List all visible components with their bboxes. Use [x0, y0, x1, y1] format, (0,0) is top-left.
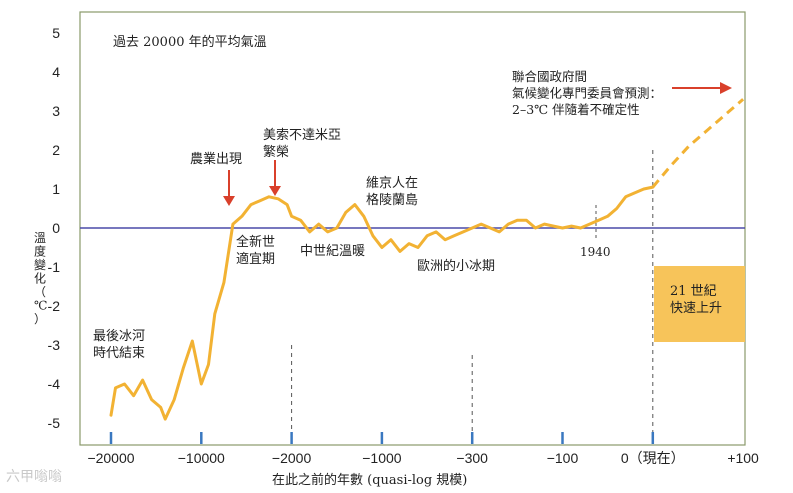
annotation-mesopotamia: 美索不達米亞繁榮 [263, 128, 341, 160]
annotation-c21: 21 世紀快速上升 [670, 284, 722, 316]
farming-arrow-head [223, 196, 235, 206]
annotation-farming: 農業出現 [190, 151, 242, 167]
y-tick-label: 4 [52, 64, 60, 80]
x-tick-label: 0（現在） [621, 450, 685, 466]
y-axis-ticks: 5 4 3 2 1 0 -1 -2 -3 -4 -5 [48, 25, 61, 431]
y-tick-label: -3 [48, 337, 61, 353]
annotation-y1940: 1940 [580, 245, 611, 259]
annotation-medieval: 中世紀溫暖 [300, 244, 365, 259]
y-tick-label: -1 [48, 259, 61, 275]
x-axis-label: 在此之前的年數 (quasi-log 規模) [272, 472, 467, 488]
y-tick-label: -4 [48, 376, 61, 392]
annotation-viking: 維京人在格陵蘭島 [366, 176, 418, 208]
x-tick-label: −2000 [272, 450, 312, 466]
y-tick-label: 3 [52, 103, 60, 119]
x-axis-ticks: −20000 −10000 −2000 −1000 −300 −100 0（現在） +100 [87, 450, 759, 466]
x-tick-label: −20000 [87, 450, 134, 466]
y-tick-label: -5 [48, 415, 61, 431]
y-tick-label: 1 [52, 181, 60, 197]
guide-lines [291, 150, 654, 432]
21st-century-box [654, 266, 745, 342]
x-tick-label: −1000 [362, 450, 402, 466]
mesopotamia-arrow-head [269, 186, 281, 196]
series-line [109, 185, 655, 421]
y-axis-label: 溫度變化（℃） [34, 231, 47, 326]
annotation-holocene: 全新世適宜期 [236, 234, 275, 267]
x-tick-marks [109, 432, 655, 444]
y-tick-label: 5 [52, 25, 60, 41]
annotation-ipcc: 聯合國政府間氣候變化專門委員會預測： 2–3℃ 伴隨着不確定性 [512, 69, 662, 117]
annotation-lgm: 最後冰河時代結束 [93, 329, 145, 361]
ipcc-arrow-head [720, 82, 732, 94]
y-tick-label: 2 [52, 142, 60, 158]
y-tick-label: -2 [48, 298, 61, 314]
x-tick-label: −300 [456, 450, 488, 466]
watermark: 六甲嗡嗡 [6, 469, 62, 485]
series-forecast-line [651, 98, 745, 189]
x-tick-label: −10000 [178, 450, 225, 466]
x-tick-label: +100 [727, 450, 759, 466]
arrows [223, 82, 732, 206]
x-tick-label: −100 [547, 450, 579, 466]
y-tick-label: 0 [52, 220, 60, 236]
chart-title: 過去 20000 年的平均氣溫 [113, 34, 267, 50]
annotation-lia: 歐洲的小冰期 [417, 258, 495, 274]
